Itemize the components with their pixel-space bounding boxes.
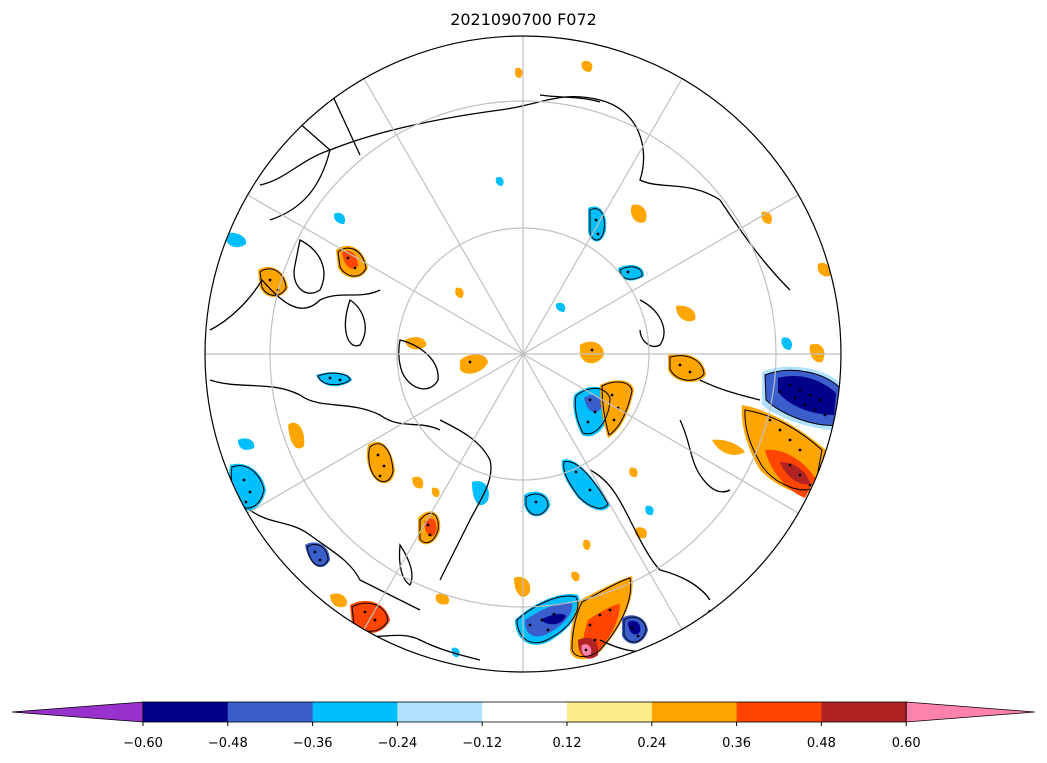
anomaly-patch-positive [676, 305, 696, 322]
anomaly-patch-negative [224, 232, 247, 248]
anomaly-patch-negative [618, 264, 645, 281]
anomaly-patch-positive [288, 422, 305, 449]
anomaly-patch-positive [817, 262, 831, 277]
anomaly-patch-positive [342, 250, 358, 269]
anomaly-patch-positive [630, 204, 647, 223]
colorbar-tick-label: 0.12 [552, 736, 582, 751]
anomaly-patch-positive [435, 593, 450, 605]
anomaly-patch-negative [333, 212, 346, 224]
anomaly-patch-positive [600, 380, 634, 438]
colorbar-tick-label: 0.48 [806, 736, 836, 751]
anomaly-patch-positive [571, 571, 580, 582]
anomaly-patch-negative [584, 394, 603, 413]
colorbar-segment [651, 702, 738, 722]
anomaly-patch-positive [455, 287, 464, 298]
anomaly-patch-positive [629, 467, 638, 478]
graticule [205, 36, 841, 672]
coastlines [209, 89, 791, 661]
anomaly-patch-negative [555, 302, 566, 312]
anomaly-patch-positive [405, 337, 427, 350]
anomaly-patch-negative [524, 491, 550, 517]
colorbar-tick-label: −0.12 [462, 736, 503, 751]
anomaly-patch-positive [581, 60, 593, 72]
colorbar-tick-label: −0.36 [292, 736, 333, 751]
colorbar-segment [567, 702, 653, 722]
colorbar-segment [227, 702, 314, 722]
anomaly-patch-negative [540, 613, 566, 625]
colorbar-segment [482, 702, 568, 722]
anomaly-patch-positive [366, 441, 395, 484]
colorbar-tick-label: −0.60 [123, 736, 163, 751]
anomaly-patch-negative [628, 620, 641, 635]
anomaly-patch-positive [424, 518, 437, 537]
anomaly-patch-positive [583, 539, 591, 550]
anomaly-patch-negative [561, 459, 610, 511]
colorbar-tick-label: −0.24 [377, 736, 418, 751]
anomaly-patch-positive [809, 343, 825, 363]
colorbar-tick-label: 0.60 [891, 736, 921, 751]
anomaly-patch-positive [514, 576, 531, 597]
colorbar-extend-min [11, 701, 144, 723]
contour-outlines [230, 208, 841, 658]
map-boundary [204, 35, 842, 673]
anomaly-patch-positive [780, 462, 810, 485]
colorbar-segment [736, 702, 822, 722]
colorbar-tick-label: −0.48 [207, 736, 248, 751]
anomaly-patch-positive [712, 439, 745, 455]
anomaly-patch-positive [431, 487, 440, 498]
colorbar-tick-label: 0.36 [722, 736, 752, 751]
significance-stippling [242, 218, 827, 652]
polar-map [204, 35, 842, 673]
colorbar-segment [143, 702, 229, 722]
map-title: 2021090700 F072 [450, 10, 597, 29]
anomaly-patch-positive [412, 476, 424, 489]
colorbar-tick-label: 0.24 [637, 736, 667, 751]
anomaly-patch-positive [460, 354, 488, 374]
anomaly-patch-negative [778, 375, 836, 415]
anomaly-patch-positive [515, 67, 523, 78]
colorbar [11, 701, 1036, 726]
anomaly-patch-positive [580, 341, 604, 364]
anomaly-patch-negative [238, 438, 255, 450]
anomaly-patch-negative [495, 176, 504, 186]
anomaly-patch-negative [472, 480, 489, 506]
colorbar-segment [397, 702, 483, 722]
colorbar-extend-max [905, 701, 1036, 723]
colorbar-segment [312, 702, 398, 722]
colorbar-segment [821, 702, 907, 722]
anomaly-patch-positive [330, 593, 347, 608]
colorbar-frame [142, 701, 907, 723]
anomaly-patch-positive [350, 600, 390, 633]
anomaly-patch-negative [781, 337, 793, 350]
anomaly-patch-negative [645, 505, 654, 516]
